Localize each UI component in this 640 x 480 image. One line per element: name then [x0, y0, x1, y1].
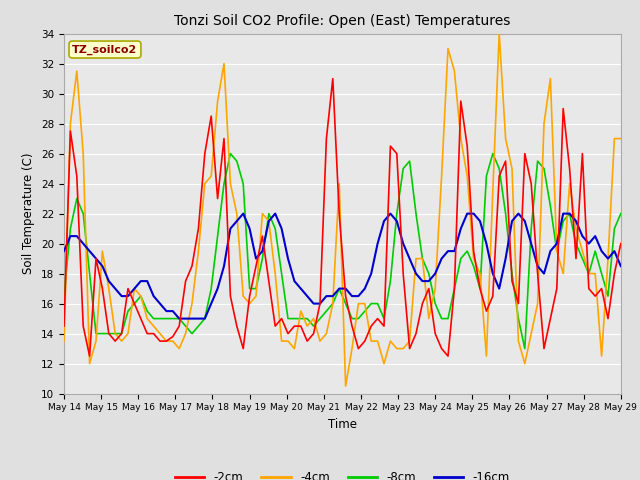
Text: TZ_soilco2: TZ_soilco2: [72, 44, 138, 55]
Legend: -2cm, -4cm, -8cm, -16cm: -2cm, -4cm, -8cm, -16cm: [170, 466, 515, 480]
Y-axis label: Soil Temperature (C): Soil Temperature (C): [22, 153, 35, 275]
X-axis label: Time: Time: [328, 418, 357, 431]
Title: Tonzi Soil CO2 Profile: Open (East) Temperatures: Tonzi Soil CO2 Profile: Open (East) Temp…: [174, 14, 511, 28]
